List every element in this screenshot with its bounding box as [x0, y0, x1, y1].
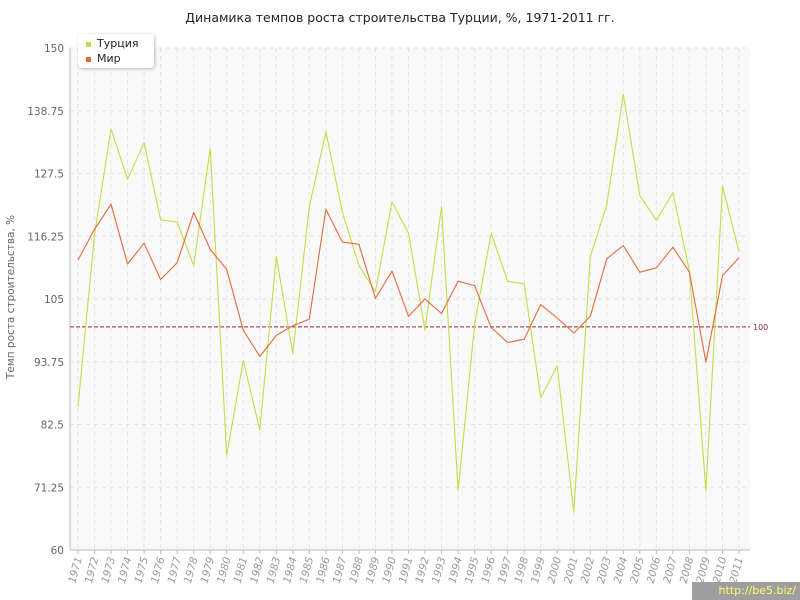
watermark[interactable]: http://be5.biz/: [692, 582, 800, 600]
x-tick-label: 2002: [579, 555, 598, 584]
x-tick-label: 1990: [380, 555, 399, 584]
y-tick-label: 116.25: [27, 231, 64, 243]
x-tick-label: 1986: [314, 555, 333, 584]
x-tick-label: 2009: [694, 555, 713, 584]
x-tick-label: 1993: [430, 556, 449, 585]
chart-title: Динамика темпов роста строительства Турц…: [185, 10, 614, 25]
x-tick-label: 2003: [595, 556, 614, 585]
x-tick-label: 1988: [347, 555, 366, 584]
x-tick-label: 2011: [727, 556, 746, 585]
x-tick-label: 1994: [446, 556, 465, 585]
x-tick-label: 2008: [678, 555, 697, 584]
x-tick-label: 1976: [149, 555, 168, 584]
series-line-world: [77, 203, 740, 363]
y-tick-label: 60: [51, 545, 64, 557]
x-tick-label: 2010: [711, 555, 730, 584]
x-tick-label: 1985: [298, 555, 317, 584]
x-tick-label: 1989: [364, 555, 383, 584]
x-tick-label: 1987: [331, 555, 350, 584]
legend-item-turkey[interactable]: Турция: [86, 37, 138, 50]
plot-area: 60 71.25 82.5 93.75 105 116.25 127.5 138.75 150 1…: [27, 43, 768, 585]
x-tick-label: 2005: [628, 555, 647, 584]
y-tick-label: 105: [44, 294, 64, 306]
legend-label-world: Мир: [97, 52, 121, 65]
reference-line-label: 100: [753, 323, 768, 332]
x-tick-label: 1983: [265, 556, 284, 585]
y-tick-label: 93.75: [34, 357, 64, 369]
x-tick-label: 1972: [83, 555, 102, 584]
series-line-turkey: [77, 93, 740, 513]
x-tick-label: 1979: [199, 555, 218, 584]
x-tick-label: 1984: [281, 556, 300, 585]
x-tick-label: 1975: [132, 555, 151, 584]
x-tick-label: 1997: [496, 555, 515, 584]
x-tick-label: 1999: [529, 555, 548, 584]
x-tick-label: 2007: [661, 555, 680, 584]
y-tick-label: 138.75: [27, 106, 64, 118]
y-tick-label: 82.5: [41, 420, 64, 432]
legend-swatch-world: [86, 56, 91, 62]
x-tick-label: 1980: [215, 555, 234, 584]
x-tick-label: 1977: [166, 555, 185, 584]
x-tick-label: 1973: [99, 556, 118, 585]
x-tick-label: 1991: [397, 556, 416, 585]
y-tick-label: 150: [44, 43, 64, 55]
x-tick-label: 1995: [463, 555, 482, 584]
x-tick-label: 2004: [612, 556, 631, 585]
x-tick-label: 1998: [513, 555, 532, 584]
x-tick-label: 1974: [116, 556, 135, 585]
x-tick-label: 2000: [546, 555, 565, 584]
x-tick-label: 2006: [645, 555, 664, 584]
y-tick-label: 71.25: [34, 482, 64, 494]
x-tick-label: 1971: [66, 556, 85, 585]
legend-item-world[interactable]: Мир: [86, 52, 121, 65]
x-tick-label: 1981: [232, 556, 251, 585]
x-tick-label: 1982: [248, 555, 267, 584]
x-tick-label: 1992: [413, 555, 432, 584]
y-axis-label: Темп роста строительства, %: [5, 215, 17, 380]
x-tick-label: 1978: [182, 555, 201, 584]
x-tick-label: 2001: [562, 556, 581, 585]
y-tick-label: 127.5: [34, 169, 64, 181]
legend-swatch-turkey: [86, 41, 91, 47]
legend: Турция Мир: [78, 34, 154, 68]
x-tick-label: 1996: [480, 555, 499, 584]
legend-label-turkey: Турция: [97, 37, 139, 50]
